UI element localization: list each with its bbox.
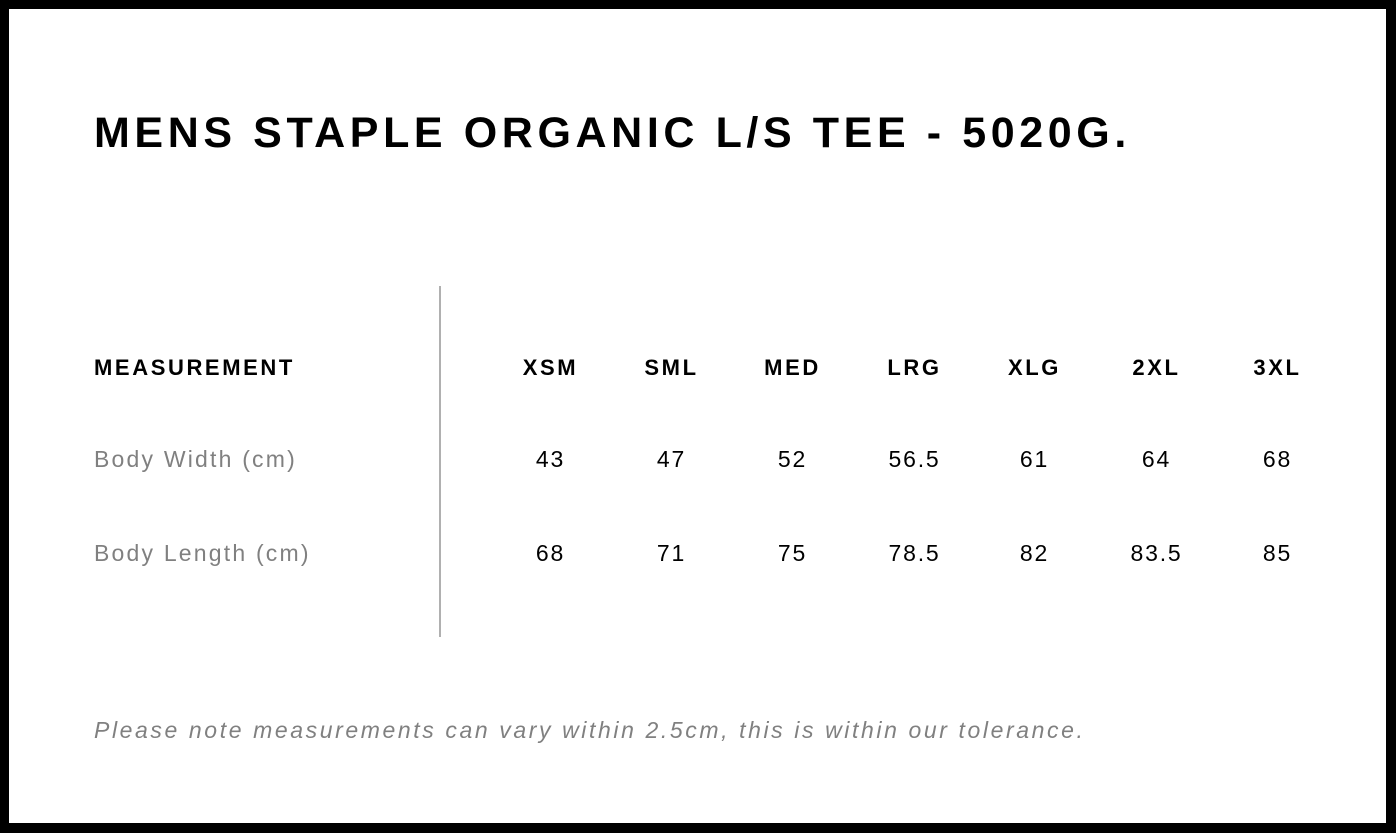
table-cell: 83.5 (1130, 540, 1183, 566)
size-header: XLG (1007, 355, 1062, 380)
table-cell: 68 (1262, 446, 1293, 472)
size-header: SML (644, 355, 699, 380)
table-row: Body Width (cm) 43 47 52 56.5 61 64 68 (9, 446, 1386, 476)
table-cell: 43 (535, 446, 566, 472)
table-cell: 78.5 (888, 540, 941, 566)
size-header: 2XL (1132, 355, 1181, 380)
table-cell: 61 (1019, 446, 1050, 472)
size-header: LRG (887, 355, 942, 380)
size-chart-card: MENS STAPLE ORGANIC L/S TEE - 5020G. MEA… (9, 9, 1386, 823)
row-label: Body Length (cm) (94, 540, 311, 566)
table-cell: 71 (656, 540, 687, 566)
table-cell: 75 (777, 540, 808, 566)
tolerance-note: Please note measurements can vary within… (94, 717, 1086, 743)
size-header: MED (764, 355, 821, 380)
table-row: Body Length (cm) 68 71 75 78.5 82 83.5 8… (9, 540, 1386, 570)
column-divider (439, 286, 441, 637)
page-title: MENS STAPLE ORGANIC L/S TEE - 5020G. (94, 109, 1131, 157)
measurement-header: MEASUREMENT (94, 355, 295, 380)
table-cell: 85 (1262, 540, 1293, 566)
table-cell: 52 (777, 446, 808, 472)
table-header-row: MEASUREMENT XSM SML MED LRG XLG 2XL 3XL (9, 355, 1386, 385)
table-cell: 56.5 (888, 446, 941, 472)
size-header: XSM (522, 355, 579, 380)
row-label: Body Width (cm) (94, 446, 297, 472)
table-cell: 68 (535, 540, 566, 566)
table-cell: 47 (656, 446, 687, 472)
table-cell: 64 (1141, 446, 1172, 472)
size-header: 3XL (1253, 355, 1302, 380)
table-cell: 82 (1019, 540, 1050, 566)
